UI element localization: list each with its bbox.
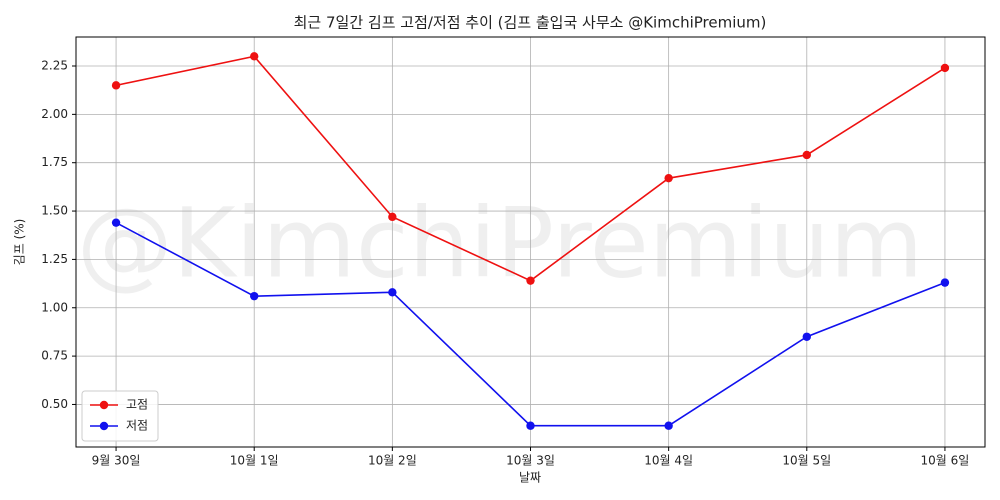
y-tick-label: 1.50 bbox=[41, 204, 68, 218]
data-point bbox=[664, 173, 673, 183]
data-point bbox=[664, 421, 673, 430]
data-point bbox=[526, 421, 535, 430]
data-point bbox=[940, 278, 950, 287]
x-tick-label: 10월 3일 bbox=[506, 454, 555, 468]
data-point bbox=[802, 332, 811, 341]
data-point bbox=[526, 276, 535, 285]
x-tick-label: 10월 4일 bbox=[644, 454, 693, 468]
data-point bbox=[940, 63, 950, 73]
legend-marker bbox=[99, 400, 109, 410]
y-tick-label: 0.50 bbox=[41, 397, 68, 411]
x-axis-label: 날짜 bbox=[519, 471, 541, 485]
data-point bbox=[111, 81, 121, 90]
legend-label: 저점 bbox=[126, 419, 148, 433]
data-point bbox=[802, 150, 811, 160]
x-tick-label: 10월 6일 bbox=[921, 454, 970, 468]
chart-title: 최근 7일간 김프 고점/저점 추이 (김프 출입국 사무소 @KimchiPr… bbox=[294, 14, 767, 32]
x-tick-label: 9월 30일 bbox=[92, 454, 141, 468]
y-tick-label: 0.75 bbox=[41, 349, 68, 363]
data-point bbox=[388, 288, 397, 297]
y-tick-label: 1.75 bbox=[41, 155, 68, 169]
data-point bbox=[388, 212, 397, 222]
legend-marker bbox=[99, 421, 109, 431]
x-tick-label: 10월 2일 bbox=[368, 454, 417, 468]
x-tick-label: 10월 1일 bbox=[230, 454, 279, 468]
y-tick-label: 1.00 bbox=[41, 300, 68, 314]
y-tick-label: 2.25 bbox=[41, 59, 68, 73]
y-tick-label: 2.00 bbox=[41, 107, 68, 121]
y-tick-label: 1.25 bbox=[41, 252, 68, 266]
data-point bbox=[111, 218, 121, 227]
plot-frame bbox=[75, 36, 986, 448]
watermark: @KimchiPremium bbox=[77, 187, 924, 299]
data-point bbox=[250, 52, 259, 61]
y-axis-label: 김프 (%) bbox=[13, 219, 27, 266]
legend-label: 고점 bbox=[126, 398, 148, 412]
x-tick-label: 10월 5일 bbox=[782, 454, 831, 468]
data-point bbox=[250, 291, 259, 301]
